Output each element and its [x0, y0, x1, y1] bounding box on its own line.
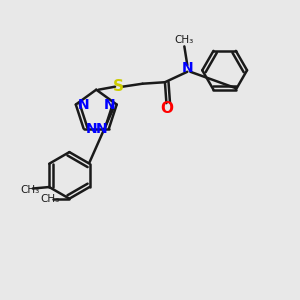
- Text: N: N: [103, 98, 115, 112]
- Text: CH₃: CH₃: [40, 194, 60, 204]
- Text: N: N: [182, 61, 193, 75]
- Text: N: N: [96, 122, 107, 136]
- Text: N: N: [85, 122, 97, 136]
- Text: N: N: [77, 98, 89, 112]
- Text: S: S: [113, 79, 124, 94]
- Text: CH₃: CH₃: [20, 185, 39, 195]
- Text: O: O: [160, 101, 173, 116]
- Text: CH₃: CH₃: [174, 35, 194, 45]
